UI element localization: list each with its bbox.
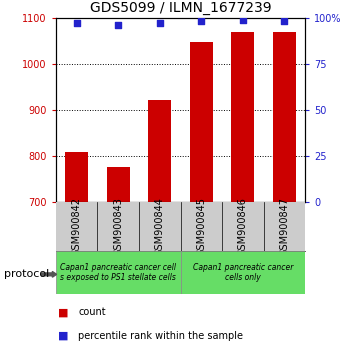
Bar [190,42,213,202]
Text: ■: ■ [58,307,69,317]
Bar [65,152,88,202]
Text: Capan1 pancreatic cancer cell
s exposed to PS1 stellate cells: Capan1 pancreatic cancer cell s exposed … [60,263,176,282]
Text: ■: ■ [58,331,69,341]
Bar [107,167,130,202]
Text: GSM900842: GSM900842 [72,197,82,256]
Bar [56,251,180,294]
Text: GSM900843: GSM900843 [113,197,123,256]
Point [282,18,287,24]
Point [74,21,80,26]
Title: GDS5099 / ILMN_1677239: GDS5099 / ILMN_1677239 [90,1,271,15]
Text: GSM900847: GSM900847 [279,197,289,256]
Text: count: count [78,307,106,317]
Text: Capan1 pancreatic cancer
cells only: Capan1 pancreatic cancer cells only [192,263,293,282]
Point [116,22,121,28]
Point [157,21,162,26]
Bar [180,251,305,294]
Text: GSM900845: GSM900845 [196,197,206,256]
Bar [231,33,254,202]
Bar [148,100,171,202]
Text: GSM900844: GSM900844 [155,197,165,256]
Bar [273,33,296,202]
Point [199,18,204,24]
Text: percentile rank within the sample: percentile rank within the sample [78,331,243,341]
Text: GSM900846: GSM900846 [238,197,248,256]
Point [240,17,245,22]
Text: protocol: protocol [4,269,49,279]
